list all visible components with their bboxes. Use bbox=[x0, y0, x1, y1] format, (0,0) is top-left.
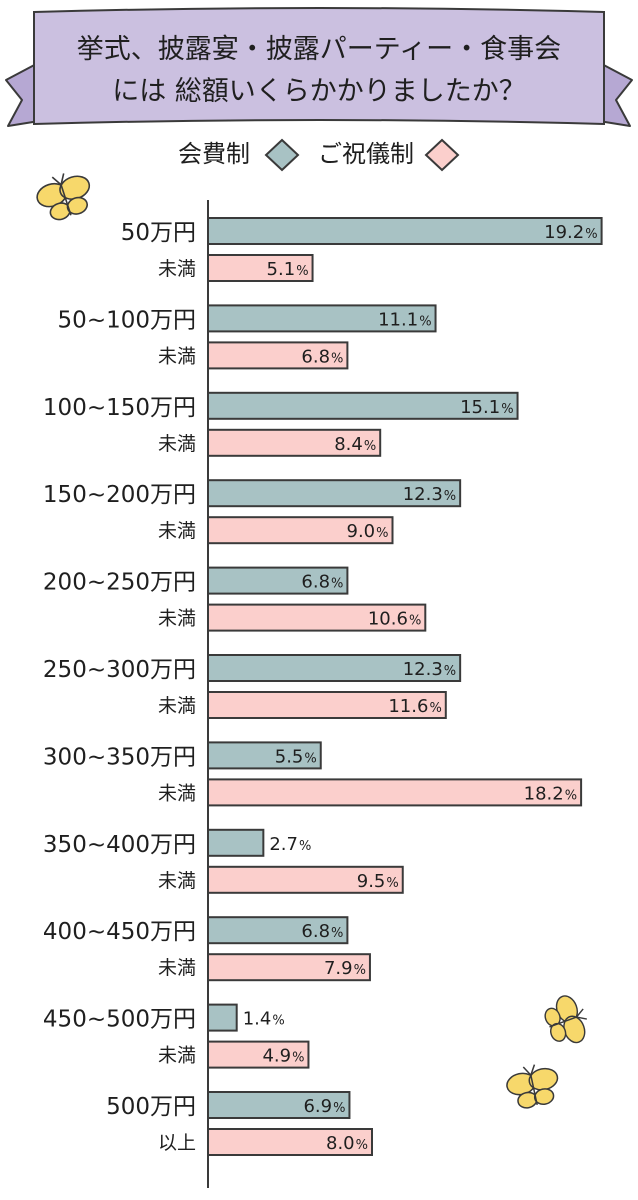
butterfly-icon bbox=[36, 173, 91, 221]
bar-series-a bbox=[207, 654, 462, 682]
data-label: 7.9% bbox=[324, 958, 366, 979]
data-label: 5.5% bbox=[275, 746, 317, 767]
data-label: 6.9% bbox=[303, 1096, 345, 1117]
category-label: 450~500万円 bbox=[43, 1007, 196, 1033]
legend-diamond-series-a-icon bbox=[264, 138, 300, 172]
legend-label-series-b: ご祝儀制 bbox=[318, 140, 414, 168]
data-label: 12.3% bbox=[403, 659, 456, 680]
category-label: 100~150万円 bbox=[43, 395, 196, 421]
butterfly-icon bbox=[506, 1064, 559, 1109]
category-sublabel: 未満 bbox=[158, 782, 196, 804]
data-label: 10.6% bbox=[368, 609, 421, 630]
banner-body bbox=[33, 7, 605, 126]
bar-series-b bbox=[207, 603, 427, 632]
category-label: 150~200万円 bbox=[43, 482, 196, 508]
category-labels: 50万円未満50~100万円未満100~150万円未満150~200万円未満20… bbox=[43, 220, 196, 1154]
category-sublabel: 未満 bbox=[158, 433, 196, 455]
data-label: 12.3% bbox=[403, 484, 456, 505]
category-sublabel: 未満 bbox=[158, 608, 196, 630]
legend: 会費制 ご祝儀制 bbox=[178, 138, 460, 172]
data-label: 1.4% bbox=[243, 1009, 285, 1030]
data-label: 5.1% bbox=[267, 259, 309, 280]
category-sublabel: 以上 bbox=[158, 1132, 196, 1154]
category-sublabel: 未満 bbox=[158, 870, 196, 892]
bar-series-a bbox=[207, 1003, 238, 1032]
value-labels: 19.2% 5.1% 11.1% 6.8% 15.1% 8.4% 12.3% 9.0% 6.8%… bbox=[243, 222, 598, 1154]
category-label: 200~250万円 bbox=[43, 570, 196, 596]
category-sublabel: 未満 bbox=[158, 520, 196, 542]
data-label: 11.6% bbox=[388, 696, 441, 717]
category-sublabel: 未満 bbox=[158, 258, 196, 280]
category-sublabel: 未満 bbox=[158, 957, 196, 979]
butterfly-icon bbox=[544, 995, 587, 1044]
data-label: 4.9% bbox=[262, 1046, 304, 1067]
bar-series-b bbox=[207, 341, 349, 370]
bars bbox=[207, 217, 603, 1156]
category-label: 50~100万円 bbox=[58, 307, 196, 333]
data-label: 6.8% bbox=[301, 346, 343, 367]
bar-series-a bbox=[207, 479, 462, 508]
category-label: 250~300万円 bbox=[43, 657, 196, 683]
data-label: 6.8% bbox=[301, 572, 343, 593]
data-label: 19.2% bbox=[544, 222, 597, 243]
category-sublabel: 未満 bbox=[158, 1045, 196, 1067]
category-sublabel: 未満 bbox=[158, 345, 196, 367]
category-label: 400~450万円 bbox=[43, 919, 196, 945]
category-label: 50万円 bbox=[121, 220, 196, 246]
chart-title-line2: には 総額いくらかかりましたか？ bbox=[112, 76, 526, 107]
category-label: 300~350万円 bbox=[43, 744, 196, 770]
data-label: 18.2% bbox=[524, 783, 577, 804]
bar-series-b bbox=[207, 691, 447, 719]
bar-series-a bbox=[207, 1091, 351, 1119]
legend-label-series-a: 会費制 bbox=[178, 140, 250, 168]
title-banner: 挙式、披露宴・披露パーティー・食事会 には 総額いくらかかりましたか？ bbox=[5, 7, 633, 127]
legend-diamond-series-b-icon bbox=[424, 138, 460, 172]
bar-series-a bbox=[207, 828, 265, 857]
data-label: 8.0% bbox=[326, 1133, 368, 1154]
chart-title-line1: 挙式、披露宴・披露パーティー・食事会 bbox=[77, 34, 561, 65]
data-label: 2.7% bbox=[269, 834, 311, 855]
data-label: 11.1% bbox=[378, 309, 431, 330]
bar-series-a bbox=[207, 217, 603, 245]
bar-series-a bbox=[207, 916, 349, 945]
category-sublabel: 未満 bbox=[158, 695, 196, 717]
data-label: 6.8% bbox=[301, 921, 343, 942]
category-label: 350~400万円 bbox=[43, 832, 196, 858]
category-label: 500万円 bbox=[106, 1094, 196, 1120]
data-label: 8.4% bbox=[334, 434, 376, 455]
data-label: 15.1% bbox=[460, 397, 513, 418]
bar-series-a bbox=[207, 391, 519, 420]
data-label: 9.0% bbox=[347, 521, 389, 542]
data-label: 9.5% bbox=[357, 871, 399, 892]
bar-series-b bbox=[207, 516, 394, 545]
